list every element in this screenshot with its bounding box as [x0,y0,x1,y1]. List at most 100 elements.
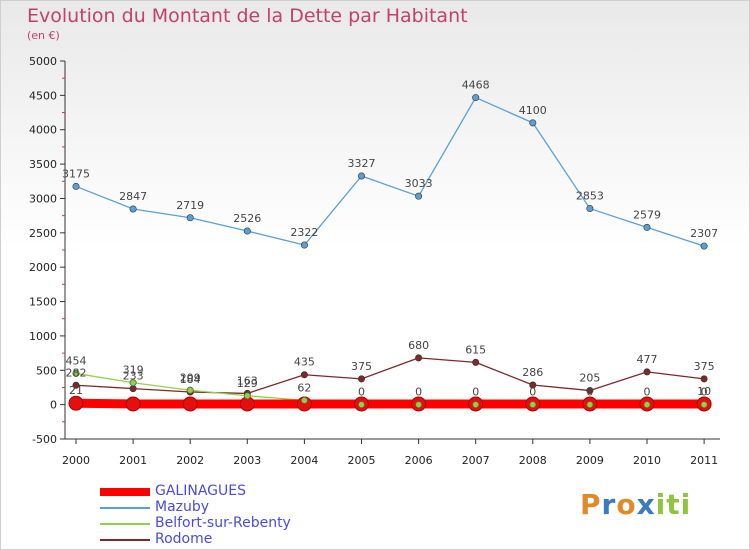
data-label: 477 [637,353,658,366]
data-label: 3033 [405,177,433,190]
data-label: 62 [297,381,311,394]
data-label: 129 [237,377,258,390]
y-tick-label: 2000 [29,261,57,274]
data-label: 0 [529,386,536,399]
series-point [68,395,84,411]
series-point [72,182,80,190]
x-tick-label: 2004 [290,454,318,467]
data-label: 2322 [290,226,318,239]
data-label: 319 [123,364,144,377]
data-label: 233 [123,370,144,383]
data-label: 2307 [690,227,718,240]
data-label: 4468 [462,79,490,92]
data-label: 21 [69,384,83,397]
series-point [129,379,137,387]
series-point [125,396,141,412]
chart-title: Evolution du Montant de la Dette par Hab… [27,5,468,27]
logo-letter: P [580,488,602,521]
data-label: 2719 [176,199,204,212]
legend-swatch [100,539,150,541]
y-tick-label: 2500 [29,227,57,240]
data-label: 435 [294,356,315,369]
logo-letter: i [655,488,667,521]
x-tick-label: 2002 [176,454,204,467]
series-point [243,227,251,235]
series-point [586,387,594,395]
legend-swatch [100,507,150,509]
series-point [357,172,365,180]
series-point [586,401,594,408]
data-label: 2579 [633,208,661,221]
series-point [586,205,594,213]
y-tick-label: 4500 [29,89,57,102]
x-tick-label: 2010 [633,454,661,467]
x-tick-label: 2011 [690,454,718,467]
series-point [700,375,708,383]
data-label: 0 [415,386,422,399]
data-label: 10 [697,385,711,398]
series-point [700,242,708,250]
data-label: 454 [66,354,87,367]
series-point [643,368,651,376]
data-label: 615 [465,343,486,356]
x-tick-label: 2007 [462,454,490,467]
chart-subtitle: (en €) [27,29,60,42]
series-line-rodome [75,357,705,395]
series-point [643,223,651,231]
series-point [529,119,537,127]
x-tick-label: 2009 [576,454,604,467]
data-label: 4100 [519,104,547,117]
series-point [643,401,651,408]
series-point [415,354,423,362]
data-label: 0 [586,386,593,399]
y-tick-label: 3500 [29,158,57,171]
series-point [129,385,137,393]
legend-label: GALINAGUES [155,483,246,499]
legend-label: Rodome [155,531,213,547]
series-point [301,397,308,404]
data-label: 184 [180,373,201,386]
series-point [358,401,365,408]
y-tick-label: 5000 [29,55,57,68]
x-tick-label: 2000 [62,454,90,467]
series-point [529,401,537,408]
series-point [357,375,365,383]
data-label: 2853 [576,190,604,203]
data-label: 0 [644,386,651,399]
series-point [529,381,537,389]
series-point [700,401,708,408]
y-tick-label: 1500 [29,296,57,309]
series-point [72,370,80,377]
data-label: 680 [408,339,429,352]
series-point [300,371,308,379]
data-labels-layer: 3175 2847 2719 2526 2322 3327 3033 4468 4100 2853… [62,79,718,399]
data-label: 282 [66,366,87,379]
series-point [186,386,194,394]
series-line-galinagues [71,398,709,409]
legend-label: Belfort-sur-Rebenty [155,515,291,531]
data-label: 375 [694,360,715,373]
y-tick-label: 500 [36,364,57,377]
legend-label: Mazuby [155,499,210,515]
series-point [296,396,312,412]
data-label: 375 [351,360,372,373]
series-point [186,214,194,222]
y-tick-label: 1000 [29,330,57,343]
logo-letter: t [666,488,681,521]
x-tick-label: 2001 [119,454,147,467]
data-label: 205 [579,372,600,385]
x-tick-label: 2006 [405,454,433,467]
logo-letter: o [616,488,637,521]
data-label: 0 [472,386,479,399]
logo-letter: i [680,488,692,521]
series-point [472,401,480,408]
series-layer [68,94,712,412]
series-point [182,396,198,412]
x-tick-label: 2003 [233,454,261,467]
series-line-mazuby [75,96,705,247]
y-tick-label: 4000 [29,124,57,137]
logo-letter: r [601,488,617,521]
legend-swatch [100,523,150,525]
